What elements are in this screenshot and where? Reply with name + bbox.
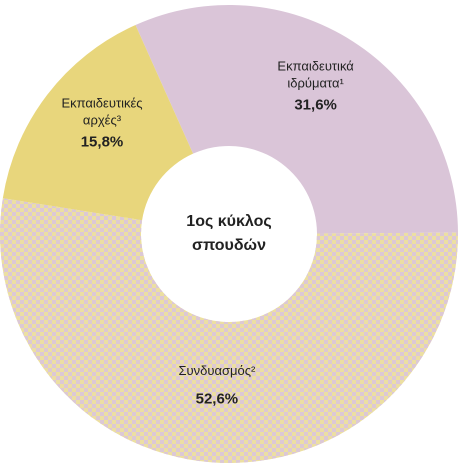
value-label: 52,6% xyxy=(196,391,239,408)
donut-slice xyxy=(2,24,194,221)
value-label: 15,8% xyxy=(81,134,124,151)
category-label: Εκπαιδευτικές αρχές³ xyxy=(61,96,142,128)
slice-pattern xyxy=(0,198,458,463)
donut-slice xyxy=(135,5,458,234)
center-label: σπουδών xyxy=(192,237,266,254)
category-label: Συνδυασμός² xyxy=(178,363,256,378)
category-label: Εκπαιδευτικά ιδρύματα¹ xyxy=(277,59,354,91)
center-label: 1ος κύκλος xyxy=(186,213,271,230)
value-label: 31,6% xyxy=(294,96,337,113)
